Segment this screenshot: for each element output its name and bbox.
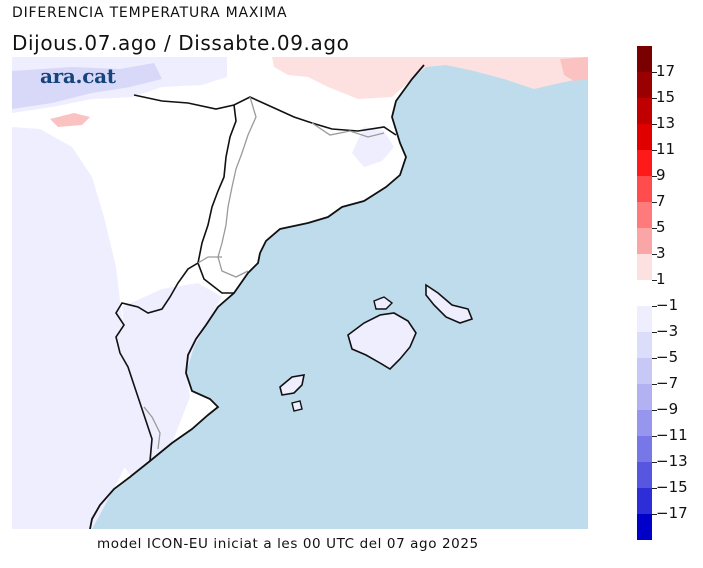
colorbar-tick <box>652 228 657 229</box>
colorbar-tick <box>652 254 657 255</box>
colorbar-bin <box>637 46 652 72</box>
colorbar-tick <box>652 332 657 333</box>
colorbar-label: −5 <box>656 348 679 366</box>
province-border-2 <box>311 122 385 138</box>
colorbar-tick <box>652 150 657 151</box>
colorbar-bin <box>637 488 652 514</box>
model-run-footer: model ICON-EU iniciat a les 00 UTC del 0… <box>97 536 479 552</box>
colorbar-label: −7 <box>656 374 679 392</box>
colorbar-label: 3 <box>656 244 666 262</box>
colorbar-tick <box>652 306 657 307</box>
colorbar-label: 9 <box>656 166 666 184</box>
warm-patch-north <box>272 57 588 99</box>
date-range-subtitle: Dijous.07.ago / Dissabte.09.ago <box>12 31 350 55</box>
colorbar-bin <box>637 176 652 202</box>
cool-patch-east-edge <box>352 127 394 167</box>
colorbar-bin <box>637 384 652 410</box>
formentera-island <box>291 400 303 412</box>
colorbar-tick <box>652 202 657 203</box>
colorbar-bin <box>637 150 652 176</box>
colorbar-label: −9 <box>656 400 679 418</box>
colorbar-bin <box>637 98 652 124</box>
colorbar-label: −11 <box>656 426 688 444</box>
colorbar-label: −1 <box>656 296 679 314</box>
colorbar-bin <box>637 332 652 358</box>
province-border-4 <box>143 406 161 450</box>
colorbar-label: −15 <box>656 478 688 496</box>
colorbar-tick <box>652 514 657 515</box>
colorbar-tick <box>652 358 657 359</box>
colorbar-tick <box>652 72 657 73</box>
map-title: DIFERENCIA TEMPERATURA MAXIMA <box>12 5 288 21</box>
colorbar-label: 5 <box>656 218 666 236</box>
colorbar-bin <box>637 124 652 150</box>
mallorca-island <box>347 312 417 371</box>
cool-patch-west <box>12 127 144 529</box>
colorbar-bin <box>637 514 652 540</box>
colorbar-tick <box>652 462 657 463</box>
ara-cat-logo: ara.cat <box>40 64 116 88</box>
colorbar-label: −3 <box>656 322 679 340</box>
colorbar-bin <box>637 358 652 384</box>
temperature-difference-map <box>12 57 588 529</box>
colorbar-bin <box>637 254 652 280</box>
colorbar-bin <box>637 306 652 332</box>
regional-boundary-west <box>197 104 237 294</box>
colorbar-tick <box>652 436 657 437</box>
cabrera-islet <box>373 296 394 310</box>
colorbar-tick <box>652 124 657 125</box>
province-border-1 <box>217 96 257 278</box>
colorbar-bin <box>637 280 652 306</box>
colorbar-tick <box>652 98 657 99</box>
colorbar-bin <box>637 410 652 436</box>
colorbar-tick <box>652 280 657 281</box>
colorbar-bin <box>637 436 652 462</box>
cool-patch-mid-northwest <box>12 63 162 109</box>
menorca-island <box>425 283 474 324</box>
colorbar-label: −17 <box>656 504 688 522</box>
warm-patch-northeast-mid <box>560 57 588 81</box>
province-border-3 <box>197 256 222 264</box>
colorbar-label: 13 <box>656 114 676 132</box>
colorbar-label: 11 <box>656 140 676 158</box>
colorbar-tick <box>652 410 657 411</box>
france-spain-border <box>133 94 397 136</box>
colorbar-label: −13 <box>656 452 688 470</box>
colorbar-label: 17 <box>656 62 676 80</box>
colorbar-tick <box>652 488 657 489</box>
colorbar-label: 7 <box>656 192 666 210</box>
cool-patch-southwest <box>116 283 222 477</box>
colorbar-bin <box>637 202 652 228</box>
colorbar-bin <box>637 228 652 254</box>
regional-boundary-southwest <box>115 262 199 462</box>
colorbar-label: 15 <box>656 88 676 106</box>
ibiza-island <box>279 374 306 396</box>
colorbar-label: 1 <box>656 270 666 288</box>
colorbar-tick <box>652 384 657 385</box>
colorbar-bin <box>637 462 652 488</box>
colorbar-tick <box>652 176 657 177</box>
colorbar-bin <box>637 72 652 98</box>
warm-patch-northwest-small <box>50 113 90 127</box>
